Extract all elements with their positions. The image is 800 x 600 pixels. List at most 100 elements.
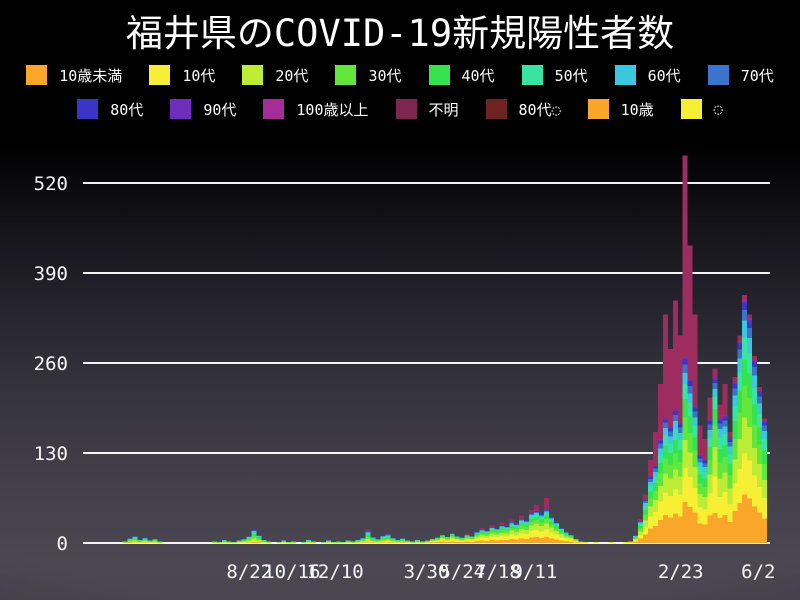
stack-segment: [653, 476, 658, 483]
stack-segment: [251, 534, 257, 537]
stack-segment: [489, 527, 495, 529]
stack-segment: [692, 487, 698, 513]
stack-segment: [722, 472, 728, 492]
stack-segment-unknown: [543, 498, 549, 510]
stack-segment: [752, 388, 758, 405]
stack-segment: [543, 510, 549, 512]
stack-segment: [653, 490, 658, 501]
stack-segment: [454, 538, 460, 539]
stack-segment: [449, 536, 455, 538]
stack-segment: [246, 542, 252, 543]
stack-segment: [534, 514, 539, 517]
stack-segment: [444, 538, 450, 540]
stack-segment: [375, 539, 381, 541]
stack-segment: [519, 525, 525, 529]
stack-segment: [400, 539, 406, 541]
stack-segment: [390, 539, 396, 541]
legend-label: 10歳: [620, 100, 654, 119]
stack-segment: [429, 541, 435, 543]
stack-segment: [479, 530, 485, 532]
stack-segment: [236, 542, 242, 543]
stack-segment: [365, 531, 371, 533]
legend-label: 90代: [203, 100, 237, 119]
stack-segment: [375, 540, 381, 541]
stack-segment: [742, 320, 748, 338]
legend-label: 70代: [740, 66, 774, 85]
stack-segment: [529, 513, 535, 515]
stack-segment: [737, 502, 743, 543]
stack-segment: [727, 441, 733, 447]
legend-label: 40代: [461, 66, 495, 85]
stack-segment: [722, 514, 728, 543]
stack-segment: [752, 362, 758, 368]
stack-segment: [524, 522, 530, 525]
stack-segment: [697, 507, 703, 524]
stack-segment: [429, 542, 435, 543]
stack-segment: [365, 535, 371, 537]
stack-segment: [524, 533, 530, 539]
stack-segment: [489, 533, 495, 537]
stack-segment: [558, 528, 564, 530]
stack-segment: [672, 411, 678, 416]
legend-label: 10代: [182, 66, 216, 85]
stack-segment: [573, 541, 579, 543]
stack-segment: [638, 524, 644, 527]
legend-label: 不明: [428, 100, 459, 119]
stack-segment: [548, 527, 554, 533]
stack-segment: [653, 465, 658, 467]
stack-segment: [400, 541, 406, 543]
legend-label: 80代: [110, 100, 144, 119]
stack-segment: [712, 397, 718, 409]
stack-segment: [439, 536, 445, 538]
stack-segment: [444, 541, 450, 543]
stack-segment: [439, 539, 445, 542]
legend-swatch: [587, 99, 609, 120]
stack-segment: [509, 522, 515, 524]
stack-segment: [519, 538, 525, 543]
legend-swatch: [395, 99, 417, 120]
stack-segment: [762, 421, 767, 423]
x-tick-label: 3/30: [404, 561, 450, 583]
stack-segment: [543, 529, 549, 537]
stack-segment: [464, 539, 470, 542]
stack-segment: [712, 377, 718, 379]
stack-segment: [697, 474, 703, 484]
x-tick-label: 12/10: [306, 561, 363, 583]
stack-segment: [727, 438, 733, 440]
x-tick-label: 5/24: [439, 561, 485, 583]
stack-segment: [667, 452, 673, 465]
legend-item: 10代: [149, 65, 215, 86]
stack-segment: [742, 300, 748, 304]
stack-segment: [142, 539, 148, 541]
stack-segment: [499, 539, 505, 543]
legend-item: 10歳未満: [26, 65, 122, 86]
legend-swatch: [614, 65, 636, 86]
stack-segment: [474, 536, 480, 539]
stack-segment: [137, 541, 143, 543]
stack-segment: [682, 468, 688, 502]
stack-segment: [251, 532, 257, 535]
stack-segment: [697, 462, 703, 468]
stack-segment: [484, 538, 490, 541]
legend-swatch: [26, 65, 48, 86]
stack-segment: [370, 542, 376, 543]
stack-segment: [380, 540, 386, 542]
stack-segment: [702, 478, 708, 488]
stack-segment: [707, 493, 713, 516]
stack-segment: [633, 541, 639, 543]
stack-segment: [543, 536, 549, 543]
stack-segment: [489, 531, 495, 534]
stack-segment: [504, 531, 510, 534]
stack-segment: [677, 476, 683, 495]
stack-segment: [687, 385, 693, 394]
stack-segment: [722, 491, 728, 515]
stack-segment: [692, 425, 698, 437]
stack-segment: [489, 540, 495, 543]
stack-segment: [504, 528, 510, 530]
stack-segment: [702, 487, 708, 498]
stack-segment: [479, 540, 485, 543]
stack-segment: [147, 542, 153, 543]
stack-segment: [241, 541, 247, 543]
legend-item: 30代: [335, 65, 402, 86]
stack-segment: [137, 541, 143, 542]
